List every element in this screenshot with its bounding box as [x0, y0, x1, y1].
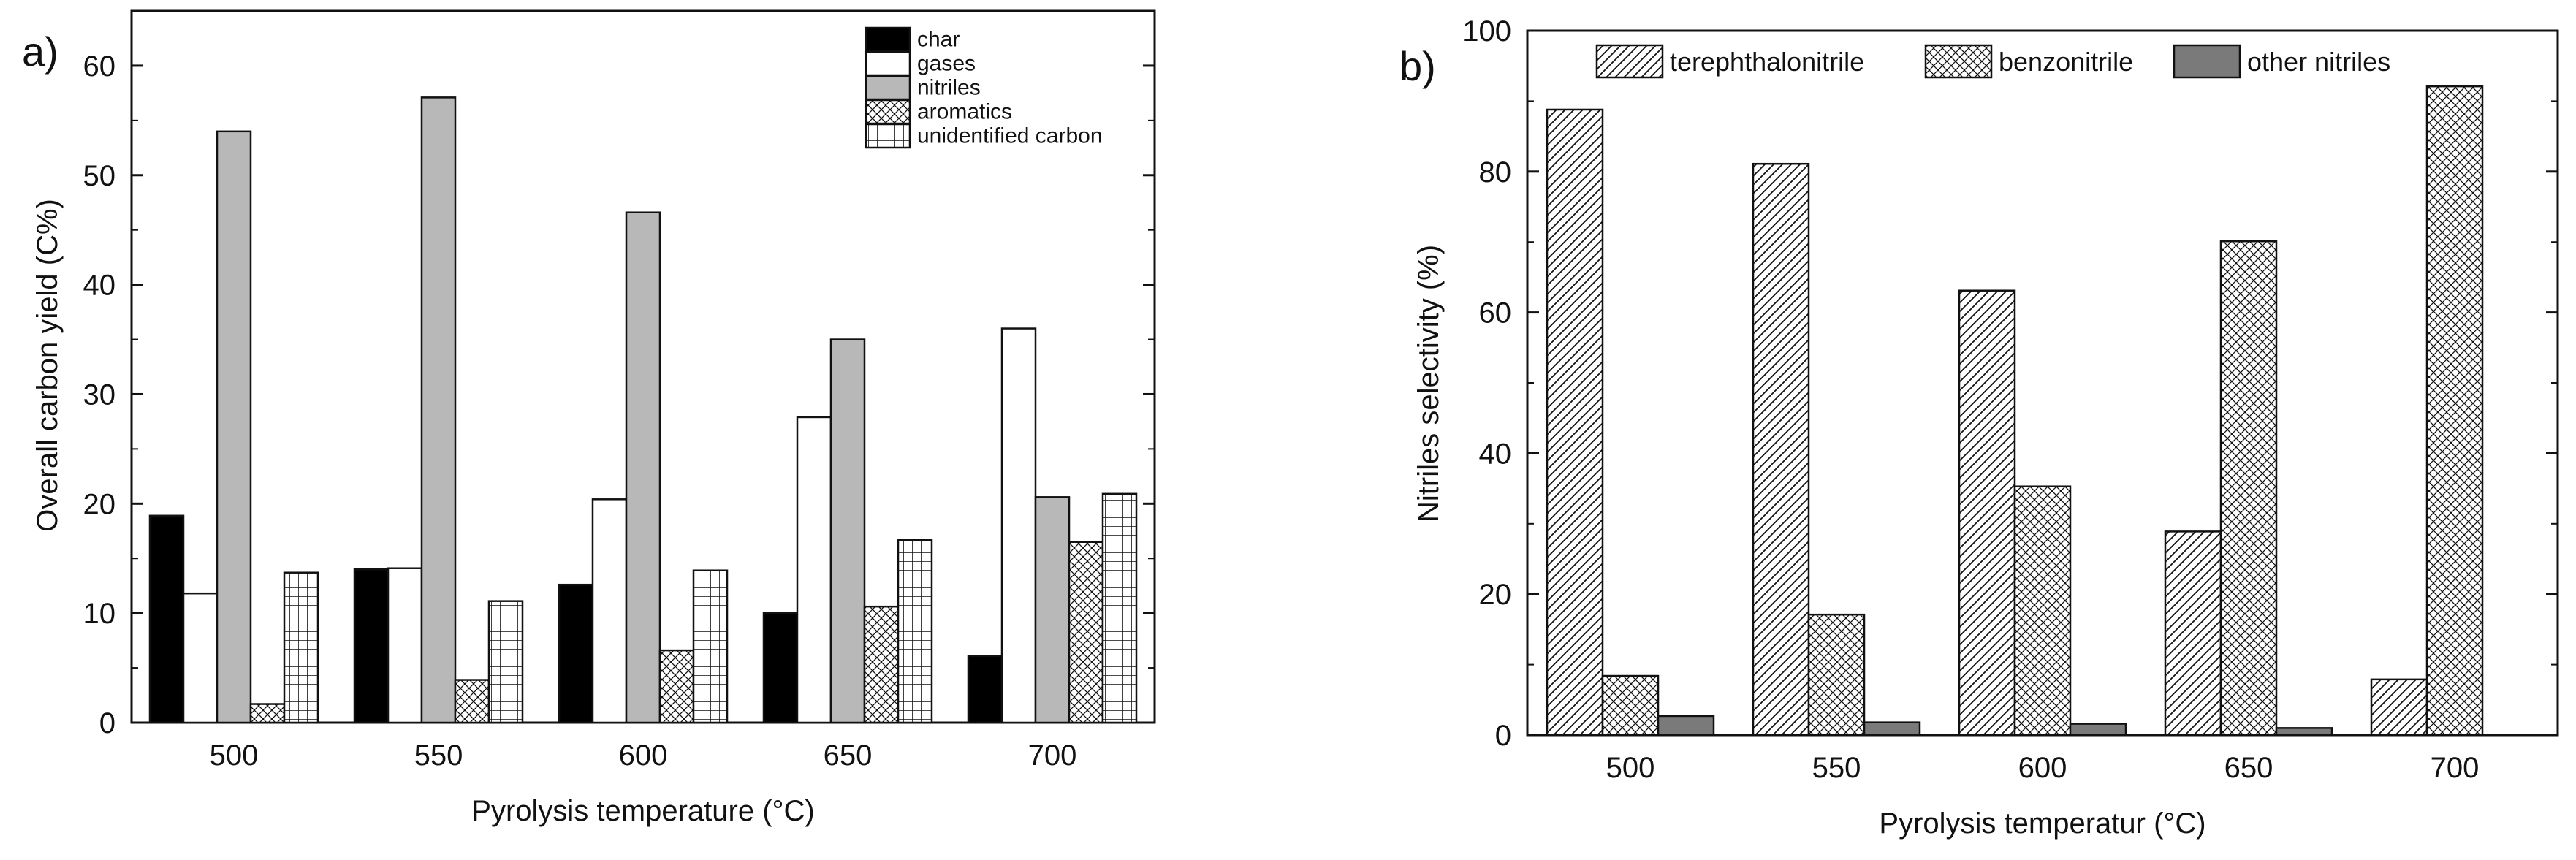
bar-group: [148, 96, 1138, 724]
bar-other-nitriles-650: [2275, 727, 2333, 737]
legend-swatch: [865, 50, 911, 77]
x-tick-label: 650: [2224, 752, 2273, 784]
legend-swatch: [865, 26, 911, 53]
legend-swatch: [1595, 44, 1664, 79]
legend-label: terephthalonitrile: [1670, 47, 1864, 77]
x-tick-label: 650: [824, 739, 873, 772]
x-tick-label: 600: [2018, 752, 2067, 784]
bar-nitriles-500: [216, 130, 252, 724]
y-axis-label: Overall carbon yield (C%): [31, 199, 64, 532]
legend-swatch: [865, 123, 911, 149]
bar-gases-600: [591, 498, 628, 724]
x-tick-label: 550: [414, 739, 463, 772]
bar-other-nitriles-550: [1863, 721, 1921, 737]
bar-terephthalonitrile-600: [1958, 289, 2016, 737]
y-axis-label: Nitriles selectivity (%): [1413, 245, 1445, 522]
x-tick-label: 700: [1028, 739, 1077, 772]
y-tick-label: 60: [1479, 297, 1512, 330]
legend-label: benzonitrile: [1999, 47, 2133, 77]
panel-label: a): [22, 28, 58, 75]
bar-aromatics-700: [1068, 541, 1104, 724]
y-tick-label: 10: [83, 598, 116, 630]
y-tick-label: 100: [1462, 15, 1511, 47]
bar-aromatics-650: [863, 605, 900, 724]
bar-benzonitrile-600: [2013, 485, 2072, 737]
bar-nitriles-700: [1034, 496, 1071, 724]
bar-benzonitrile-650: [2219, 240, 2278, 737]
bar-unidentified-carbon-700: [1101, 492, 1138, 724]
bar-nitriles-600: [625, 211, 661, 724]
x-tick-label: 550: [1812, 752, 1861, 784]
y-axis: 0 10 20 30 40 50 60: [83, 50, 1155, 739]
bar-benzonitrile-500: [1601, 674, 1660, 737]
legend-swatch: [865, 99, 911, 125]
y-tick-label: 30: [83, 378, 116, 411]
bar-unidentified-carbon-500: [283, 571, 319, 724]
bar-gases-550: [387, 567, 423, 724]
y-tick-label: 0: [99, 707, 115, 739]
y-tick-label: 50: [83, 160, 116, 192]
panel-label: b): [1399, 43, 1436, 89]
bar-terephthalonitrile-550: [1752, 162, 1810, 737]
x-axis: 500 550 600 650 700: [1606, 725, 2480, 784]
legend-swatch: [2173, 44, 2241, 79]
y-tick-label: 40: [1479, 438, 1512, 470]
y-tick-label: 40: [83, 270, 116, 302]
bar-unidentified-carbon-650: [897, 539, 933, 724]
y-axis: 0 20 40 60 80 100: [1462, 15, 2558, 752]
bar-other-nitriles-600: [2069, 723, 2127, 737]
bar-terephthalonitrile-500: [1546, 108, 1604, 737]
x-tick-label: 500: [1606, 752, 1655, 784]
legend: terephthalonitrile benzonitrile other nitr…: [1595, 44, 2390, 79]
y-tick-label: 80: [1479, 156, 1512, 189]
x-tick-label: 700: [2431, 752, 2480, 784]
bar-char-650: [762, 612, 799, 724]
bar-char-600: [558, 583, 594, 724]
bar-char-500: [148, 514, 185, 724]
bar-terephthalonitrile-700: [2370, 678, 2428, 737]
bar-nitriles-650: [829, 338, 866, 724]
bar-gases-650: [796, 416, 832, 724]
bar-unidentified-carbon-600: [692, 569, 729, 724]
legend-swatch: [865, 75, 911, 101]
bar-terephthalonitrile-650: [2164, 530, 2222, 737]
x-axis: 500 550 600 650 700: [210, 712, 1077, 772]
legend-swatch: [1924, 44, 1993, 79]
legend-label: unidentified carbon: [917, 124, 1103, 148]
x-axis-label: Pyrolysis temperatur (°C): [1879, 807, 2205, 840]
bar-unidentified-carbon-550: [487, 600, 524, 724]
bar-other-nitriles-500: [1657, 715, 1715, 737]
y-tick-label: 0: [1495, 720, 1511, 752]
chart-panel-a: a) 0 10 20 30 40 50 60 500 550 600 650 700 Pyrolys…: [22, 9, 1156, 827]
x-tick-label: 600: [619, 739, 668, 772]
x-tick-label: 500: [210, 739, 259, 772]
bar-gases-700: [1000, 327, 1037, 724]
x-axis-label: Pyrolysis temperature (°C): [471, 795, 814, 827]
legend-label: aromatics: [917, 100, 1012, 124]
bar-nitriles-550: [420, 96, 457, 724]
bar-aromatics-550: [454, 679, 490, 724]
bar-aromatics-600: [658, 649, 695, 724]
bar-group: [1546, 85, 2484, 737]
bar-benzonitrile-700: [2425, 85, 2484, 737]
y-tick-label: 20: [83, 488, 116, 520]
legend-label: char: [917, 28, 960, 52]
bar-gases-500: [182, 592, 219, 724]
bar-aromatics-500: [249, 703, 286, 724]
bar-char-550: [353, 568, 390, 724]
legend-label: gases: [917, 52, 976, 76]
y-tick-label: 60: [83, 50, 116, 83]
bar-char-700: [967, 655, 1003, 724]
legend-label: other nitriles: [2247, 47, 2390, 77]
y-tick-label: 20: [1479, 579, 1512, 611]
legend-label: nitriles: [917, 76, 981, 100]
chart-panel-b: b) 0 20 40 60 80 100 500 550 600 650 700 Pyrolysi…: [1399, 15, 2559, 840]
bar-benzonitrile-550: [1807, 613, 1866, 737]
